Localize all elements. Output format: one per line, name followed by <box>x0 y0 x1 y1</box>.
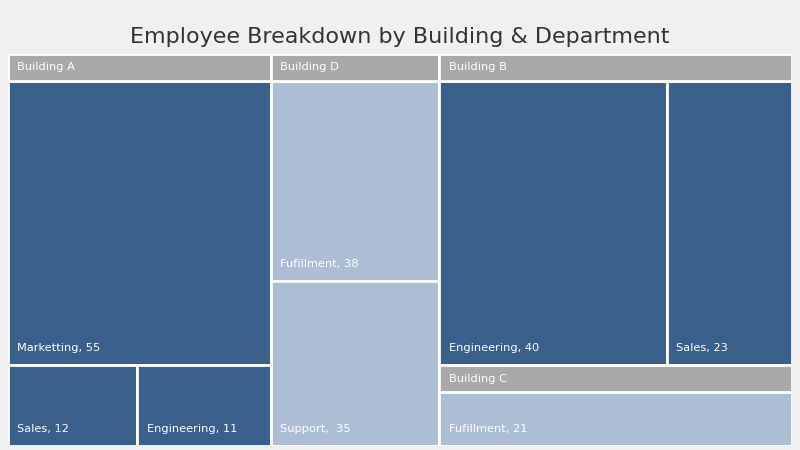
Bar <box>270 81 439 281</box>
Text: Building C: Building C <box>449 374 506 383</box>
Text: Building A: Building A <box>18 62 75 72</box>
Bar <box>666 81 792 365</box>
Text: Engineering, 11: Engineering, 11 <box>146 424 237 434</box>
Bar <box>270 281 439 446</box>
Text: Building B: Building B <box>449 62 506 72</box>
Text: Support,  35: Support, 35 <box>280 424 350 434</box>
Bar <box>270 54 439 81</box>
Text: Engineering, 40: Engineering, 40 <box>449 343 539 354</box>
Text: Fufillment, 38: Fufillment, 38 <box>280 259 358 269</box>
Text: Sales, 12: Sales, 12 <box>18 424 70 434</box>
Text: Building D: Building D <box>280 62 339 72</box>
Bar <box>439 365 792 392</box>
Bar <box>439 54 792 81</box>
Title: Employee Breakdown by Building & Department: Employee Breakdown by Building & Departm… <box>130 27 670 47</box>
Text: Fufillment, 21: Fufillment, 21 <box>449 424 527 434</box>
Text: Marketting, 55: Marketting, 55 <box>18 343 101 354</box>
Bar <box>8 365 138 446</box>
Bar <box>439 81 666 365</box>
Bar <box>8 54 270 81</box>
Bar <box>138 365 270 446</box>
Text: Sales, 23: Sales, 23 <box>676 343 728 354</box>
Bar <box>439 392 792 446</box>
Bar <box>8 81 270 365</box>
